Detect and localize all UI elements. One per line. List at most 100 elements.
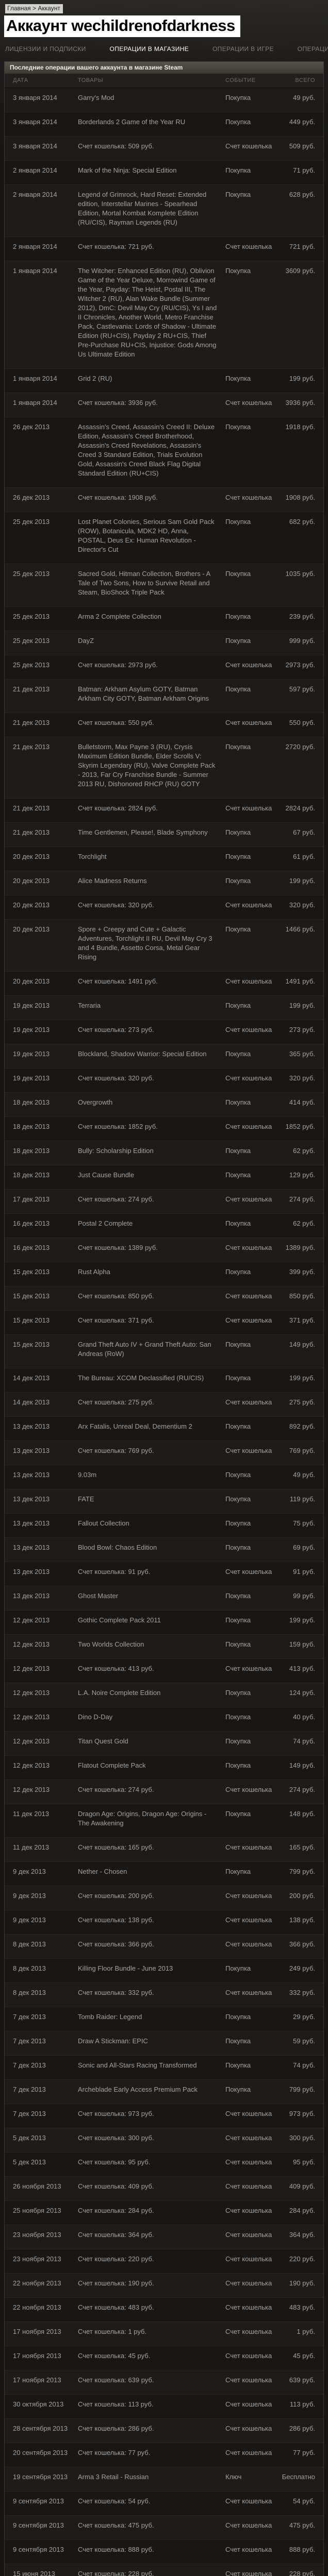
items-cell: Счет кошелька: 509 руб. <box>78 142 154 150</box>
table-row: 5 дек 2013 Счет кошелька: 95 руб. Счет к… <box>5 2152 323 2176</box>
event-cell: Покупка <box>225 613 251 620</box>
event-cell: Счет кошелька <box>225 1244 272 1251</box>
date-cell: 16 дек 2013 <box>13 1219 50 1227</box>
event-cell: Счет кошелька <box>225 399 272 406</box>
items-cell: Blood Bowl: Chaos Edition <box>78 1544 157 1551</box>
items-cell: Archeblade Early Access Premium Pack <box>78 2086 198 2093</box>
total-cell: 199 руб. <box>289 877 315 885</box>
items-cell: Batman: Arkham Asylum GOTY, Batman Arkha… <box>78 685 209 702</box>
date-cell: 8 дек 2013 <box>13 1940 46 1948</box>
items-cell: Счет кошелька: 190 руб. <box>78 2279 154 2287</box>
table-row: 17 ноября 2013 Счет кошелька: 1 руб. Сче… <box>5 2321 323 2346</box>
total-cell: 721 руб. <box>289 243 315 250</box>
date-cell: 15 дек 2013 <box>13 1292 50 1300</box>
table-row: 9 дек 2013 Счет кошелька: 200 руб. Счет … <box>5 1886 323 1910</box>
date-cell: 20 дек 2013 <box>13 901 50 909</box>
event-cell: Счет кошелька <box>225 661 272 669</box>
event-cell: Покупка <box>225 1761 251 1769</box>
date-cell: 13 дек 2013 <box>13 1568 50 1575</box>
event-cell: Счет кошелька <box>225 719 272 726</box>
table-row: 2 января 2014 Mark of the Ninja: Special… <box>5 160 323 184</box>
items-cell: Счет кошелька: 91 руб. <box>78 1568 151 1575</box>
table-row: 15 дек 2013 Rust Alpha Покупка 399 руб. <box>5 1262 323 1286</box>
tab-market-transactions[interactable]: ОПЕРАЦИИ НА ТОРГОВОЙ ПЛОЩАДКЕ <box>297 45 328 53</box>
table-row: 11 дек 2013 Dragon Age: Origins, Dragon … <box>5 1804 323 1837</box>
event-cell: Счет кошелька <box>225 1568 272 1575</box>
items-cell: Счет кошелька: 639 руб. <box>78 2376 154 2384</box>
date-cell: 15 дек 2013 <box>13 1341 50 1348</box>
table-row: 20 дек 2013 Alice Madness Returns Покупк… <box>5 871 323 895</box>
date-cell: 16 дек 2013 <box>13 1244 50 1251</box>
items-cell: Счет кошелька: 138 руб. <box>78 1916 154 1924</box>
event-cell: Покупка <box>225 1810 251 1818</box>
items-cell: Arma 2 Complete Collection <box>78 613 161 620</box>
event-cell: Покупка <box>225 1519 251 1527</box>
date-cell: 12 дек 2013 <box>13 1761 50 1769</box>
total-cell: 67 руб. <box>293 828 315 836</box>
items-cell: Счет кошелька: 475 руб. <box>78 2521 154 2529</box>
items-cell: Счет кошелька: 769 руб. <box>78 1447 154 1454</box>
total-cell: 483 руб. <box>289 2303 315 2311</box>
table-row: 13 дек 2013 9.03m Покупка 49 руб. <box>5 1465 323 1489</box>
date-cell: 13 дек 2013 <box>13 1519 50 1527</box>
event-cell: Покупка <box>225 1737 251 1745</box>
table-row: 28 сентября 2013 Счет кошелька: 286 руб.… <box>5 2418 323 2443</box>
total-cell: Бесплатно <box>282 2473 315 2481</box>
breadcrumb-current: Аккаунт <box>38 5 60 12</box>
date-cell: 19 дек 2013 <box>13 1026 50 1033</box>
table-row: 17 дек 2013 Счет кошелька: 274 руб. Счет… <box>5 1189 323 1213</box>
date-cell: 2 января 2014 <box>13 243 57 250</box>
date-cell: 25 дек 2013 <box>13 570 50 578</box>
total-cell: 49 руб. <box>293 94 315 101</box>
date-cell: 11 дек 2013 <box>13 1843 50 1851</box>
items-cell: Borderlands 2 Game of the Year RU <box>78 118 186 126</box>
event-cell: Счет кошелька <box>225 142 272 150</box>
date-cell: 3 января 2014 <box>13 94 57 101</box>
table-row: 19 дек 2013 Blockland, Shadow Warrior: S… <box>5 1044 323 1068</box>
table-row: 1 января 2014 Grid 2 (RU) Покупка 199 ру… <box>5 368 323 393</box>
event-cell: Покупка <box>225 1616 251 1624</box>
total-cell: 29 руб. <box>293 2013 315 2021</box>
total-cell: 199 руб. <box>289 1616 315 1624</box>
date-cell: 14 дек 2013 <box>13 1398 50 1406</box>
table-row: 13 дек 2013 FATE Покупка 119 руб. <box>5 1489 323 1513</box>
tab-ingame-transactions[interactable]: ОПЕРАЦИИ В ИГРЕ <box>212 45 274 53</box>
total-cell: 371 руб. <box>289 1316 315 1324</box>
date-cell: 18 дек 2013 <box>13 1171 50 1179</box>
event-cell: Покупка <box>225 685 251 693</box>
table-row: 20 дек 2013 Счет кошелька: 1491 руб. Сче… <box>5 971 323 995</box>
table-row: 19 дек 2013 Счет кошелька: 320 руб. Счет… <box>5 1068 323 1092</box>
total-cell: 1908 руб. <box>285 494 315 501</box>
items-cell: Gothic Complete Pack 2011 <box>78 1616 161 1624</box>
date-cell: 21 дек 2013 <box>13 685 50 693</box>
event-cell: Счет кошелька <box>225 243 272 250</box>
breadcrumb-home-link[interactable]: Главная <box>7 5 31 12</box>
table-row: 12 дек 2013 Gothic Complete Pack 2011 По… <box>5 1610 323 1634</box>
event-cell: Покупка <box>225 518 251 526</box>
total-cell: 1 руб. <box>297 2328 315 2335</box>
table-row: 7 дек 2013 Archeblade Early Access Premi… <box>5 2079 323 2104</box>
tab-licenses-subscriptions[interactable]: ЛИЦЕНЗИИ И ПОДПИСКИ <box>5 45 86 53</box>
event-cell: Покупка <box>225 637 251 645</box>
column-header-event: СОБЫТИЕ <box>225 77 256 83</box>
items-cell: Dragon Age: Origins, Dragon Age: Origins… <box>78 1810 207 1827</box>
total-cell: 77 руб. <box>293 2449 315 2456</box>
items-cell: Sacred Gold, Hitman Collection, Brothers… <box>78 570 210 596</box>
items-cell: Arma 3 Retail - Russian <box>78 2473 149 2481</box>
date-cell: 15 дек 2013 <box>13 1268 50 1276</box>
table-row: 13 дек 2013 Счет кошелька: 91 руб. Счет … <box>5 1562 323 1586</box>
event-cell: Счет кошелька <box>225 2400 272 2408</box>
tab-store-transactions[interactable]: ОПЕРАЦИИ В МАГАЗИНЕ <box>109 45 189 53</box>
table-row: 21 дек 2013 Bulletstorm, Max Payne 3 (RU… <box>5 737 323 798</box>
event-cell: Счет кошелька <box>225 1447 272 1454</box>
total-cell: 124 руб. <box>289 1689 315 1697</box>
event-cell: Покупка <box>225 1147 251 1155</box>
total-cell: 1491 руб. <box>285 977 315 985</box>
total-cell: 769 руб. <box>289 1447 315 1454</box>
items-cell: Bulletstorm, Max Payne 3 (RU), Crysis Ma… <box>78 743 216 788</box>
total-cell: 74 руб. <box>293 1737 315 1745</box>
items-cell: DayZ <box>78 637 94 645</box>
event-cell: Счет кошелька <box>225 1123 272 1130</box>
event-cell: Покупка <box>225 267 251 275</box>
items-cell: Счет кошелька: 320 руб. <box>78 1074 154 1082</box>
